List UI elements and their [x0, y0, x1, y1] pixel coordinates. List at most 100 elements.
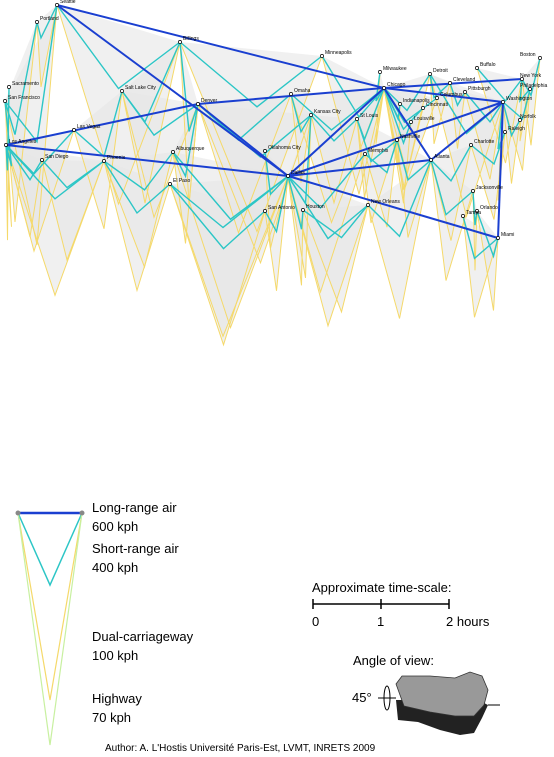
- city-node: [72, 128, 76, 132]
- road: [5, 144, 43, 238]
- city-label: Phoenix: [107, 155, 126, 161]
- city-label: Jacksonville: [476, 185, 503, 191]
- city-node: [469, 143, 473, 147]
- city-node: [528, 87, 532, 91]
- short-air-link: [287, 175, 304, 230]
- road: [321, 55, 385, 195]
- short-air-link: [264, 175, 289, 234]
- city-label: New York: [520, 73, 542, 79]
- short-air-link: [367, 159, 432, 238]
- short-air-link: [41, 159, 105, 189]
- short-air-link: [264, 150, 289, 196]
- city-label: Omaha: [294, 88, 311, 94]
- short-air-link: [383, 87, 412, 146]
- city-node: [503, 130, 507, 134]
- city-node: [475, 66, 479, 70]
- city-label: Houston: [306, 204, 325, 210]
- short-air-link: [502, 101, 521, 138]
- city-label: Indianapolis: [403, 98, 430, 104]
- city-label: Pittsburgh: [468, 86, 491, 92]
- legend-label: Dual-carriageway: [92, 629, 194, 644]
- short-air-link: [169, 183, 266, 250]
- city-node: [395, 138, 399, 142]
- city-node: [40, 158, 44, 162]
- city-label: Los Angeles: [9, 139, 37, 145]
- author: Author: A. L'Hostis Université Paris-Est…: [105, 743, 376, 754]
- road: [521, 57, 541, 146]
- city-node: [363, 152, 367, 156]
- long-air-link: [197, 103, 289, 177]
- city-node: [538, 56, 542, 60]
- city-label: Orlando: [480, 205, 498, 211]
- city-node: [320, 54, 324, 58]
- long-air-link: [383, 78, 523, 89]
- long-air-link: [383, 87, 504, 103]
- scale-tick: 1: [377, 614, 384, 629]
- city-label: Memphis: [368, 148, 389, 154]
- city-node: [475, 209, 479, 213]
- short-air-link: [5, 144, 43, 181]
- road: [169, 175, 289, 338]
- road: [197, 93, 292, 235]
- city-node: [196, 102, 200, 106]
- legend-dual: [17, 512, 83, 701]
- long-air-link: [5, 103, 199, 146]
- short-air-link: [521, 57, 541, 98]
- short-air-link: [519, 78, 531, 103]
- road: [56, 4, 181, 206]
- road: [121, 41, 181, 204]
- long-air-link: [383, 87, 432, 161]
- road-shadow: [311, 115, 357, 203]
- road-shadow: [5, 5, 57, 245]
- city-label: Oklahoma City: [268, 145, 301, 151]
- road: [383, 87, 412, 204]
- city-label: Atlanta: [434, 154, 450, 160]
- city-label: Dallas: [291, 170, 305, 176]
- short-air-link: [302, 204, 369, 239]
- road: [429, 73, 504, 219]
- city-label: Portland: [40, 16, 59, 22]
- city-node: [463, 90, 467, 94]
- road: [264, 175, 289, 291]
- city-label: Louisville: [414, 116, 435, 122]
- city-node: [171, 150, 175, 154]
- us-map-icon: [378, 671, 500, 735]
- city-node: [429, 158, 433, 162]
- city-node: [398, 102, 402, 106]
- short-air-link: [290, 93, 312, 134]
- legend-node: [79, 510, 85, 516]
- legend-speed: 400 kph: [92, 560, 138, 575]
- city-node: [421, 106, 425, 110]
- city-label: Las Vegas: [77, 124, 101, 130]
- city-node: [55, 3, 59, 7]
- city-label: Nashville: [400, 134, 421, 140]
- road: [367, 159, 432, 319]
- road: [364, 139, 398, 228]
- long-air-link: [497, 101, 504, 239]
- short-air-link: [179, 41, 323, 108]
- city-node: [263, 209, 267, 213]
- city-label: Miami: [501, 232, 514, 238]
- city-node: [301, 208, 305, 212]
- city-label: Detroit: [433, 68, 448, 74]
- city-node: [263, 149, 267, 153]
- short-air-link: [172, 103, 199, 179]
- short-air-link: [310, 114, 358, 142]
- scale-tick: 2 hours: [446, 614, 490, 629]
- road: [464, 91, 504, 180]
- scale-bar: [312, 599, 450, 609]
- city-node: [168, 182, 172, 186]
- city-label: Columbus: [440, 92, 463, 98]
- road-shadow: [303, 205, 368, 312]
- city-node: [355, 117, 359, 121]
- angle-title: Angle of view:: [353, 653, 434, 668]
- short-air-link: [356, 118, 398, 163]
- long-air-link: [56, 4, 385, 89]
- short-air-link: [476, 67, 523, 103]
- short-air-link: [462, 215, 499, 260]
- city-label: Sacramento: [12, 81, 39, 87]
- city-node: [3, 99, 7, 103]
- short-air-link: [375, 71, 385, 102]
- city-node: [435, 96, 439, 100]
- city-label: Seattle: [60, 0, 76, 5]
